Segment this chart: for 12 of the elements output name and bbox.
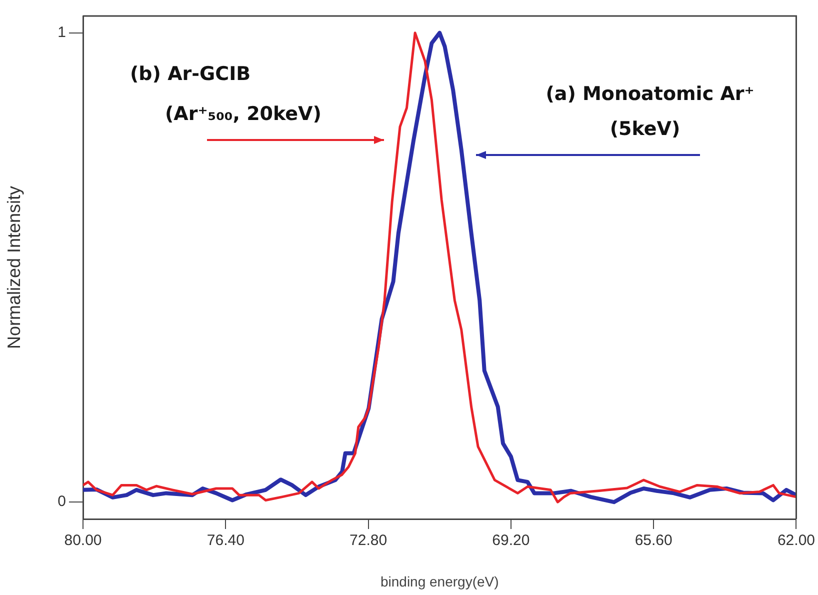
y-tick-label: 1 [58,24,66,42]
x-tick-label: 76.40 [206,532,244,550]
x-tick-label: 65.60 [634,532,672,550]
x-tick-label: 62.00 [777,532,816,550]
x-tick-label: 72.80 [350,532,388,550]
y-axis-title: Normalized Intensity [4,186,24,350]
x-axis-title: binding energy(eV) [380,573,499,590]
x-tick-label: 69.20 [492,532,530,550]
y-tick-label: 0 [58,493,66,510]
annotation: (a) Monoatomic Ar⁺ (5keV) [546,82,754,140]
x-tick-label: 80.00 [64,532,102,550]
annotation: (b) Ar-GCIB (Ar⁺₅₀₀, 20keV) [130,62,322,125]
